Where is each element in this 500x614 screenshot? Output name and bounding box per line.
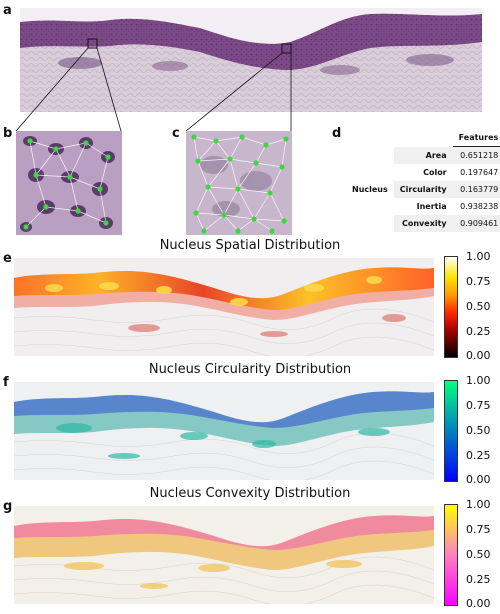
tissue-slide-image (20, 8, 482, 112)
table-row: Area 0.651218 (346, 146, 500, 164)
table-row: Nucleus Circularity 0.163779 (346, 181, 500, 198)
feature-name: Convexity (393, 215, 453, 232)
feature-value: 0.938238 (460, 202, 499, 211)
colorbar-tick: 0.75 (466, 523, 491, 536)
feature-value: 0.651218 (452, 146, 500, 164)
colorbar-tick: 0.00 (466, 349, 491, 362)
panel-label-a: a (3, 3, 12, 18)
colorbar-tick: 1.00 (466, 250, 491, 263)
feature-name: Color (423, 168, 447, 177)
table-row: Inertia 0.938238 (346, 198, 500, 215)
feature-name: Circularity (393, 181, 453, 198)
table-row: Color 0.197647 (346, 164, 500, 181)
feature-name: Area (393, 146, 453, 164)
table-row: Convexity 0.909461 (346, 215, 500, 232)
feature-value: 0.197647 (460, 168, 499, 177)
colorbar-tick: 1.00 (466, 498, 491, 511)
colorbar-winter (444, 380, 458, 482)
features-table-container: Features Area 0.651218 Color 0.197647 Nu… (346, 128, 500, 232)
colorbar-spring (444, 504, 458, 606)
colorbar-tick: 0.25 (466, 449, 491, 462)
colorbar-tick: 0.75 (466, 399, 491, 412)
features-column-header: Features (452, 128, 500, 147)
zoom-connector-lines (15, 47, 292, 132)
colorbar-tick: 1.00 (466, 374, 491, 387)
panel-label-c: c (172, 126, 180, 141)
feature-name: Inertia (416, 202, 447, 211)
colorbar-tick: 0.50 (466, 548, 491, 561)
heatmap-title-spatial: Nucleus Spatial Distribution (159, 238, 341, 253)
panel-label-f: f (3, 375, 9, 390)
features-table: Features Area 0.651218 Color 0.197647 Nu… (346, 128, 500, 232)
colorbar-tick: 0.00 (466, 473, 491, 486)
colorbar-tick: 0.50 (466, 300, 491, 313)
colorbar-tick: 0.00 (466, 597, 491, 610)
nucleus-graph-zoom-b (16, 131, 122, 235)
panel-label-g: g (3, 499, 13, 514)
colorbar-tick: 0.25 (466, 573, 491, 586)
colorbar-tick: 0.50 (466, 424, 491, 437)
feature-value: 0.163779 (452, 181, 500, 198)
heatmap-circularity (14, 382, 434, 480)
heatmap-convexity (14, 506, 434, 604)
panel-label-d: d (332, 126, 342, 141)
colorbar-tick: 0.25 (466, 325, 491, 338)
colorbar-tick: 0.75 (466, 275, 491, 288)
heatmap-title-convexity: Nucleus Convexity Distribution (149, 486, 351, 501)
colorbar-hot (444, 256, 458, 358)
panel-label-e: e (3, 251, 12, 266)
feature-value: 0.909461 (452, 215, 500, 232)
heatmap-spatial (14, 258, 434, 356)
heatmap-title-circularity: Nucleus Circularity Distribution (148, 362, 352, 377)
feature-group-label: Nucleus (352, 185, 388, 194)
panel-label-b: b (3, 126, 13, 141)
nucleus-graph-zoom-c (186, 131, 292, 235)
